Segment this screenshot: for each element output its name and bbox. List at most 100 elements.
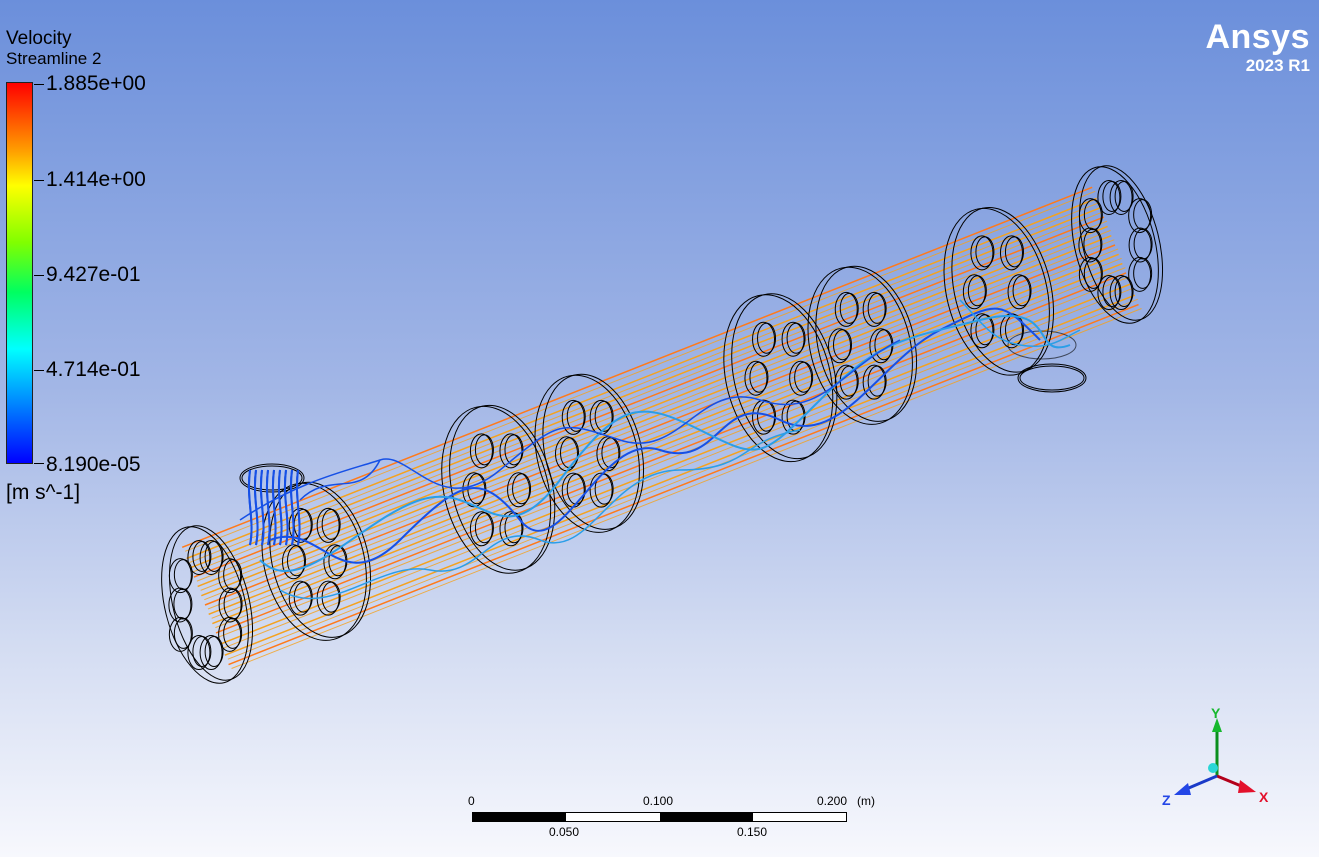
tube-hole — [192, 540, 212, 572]
tube-hole — [223, 588, 243, 620]
tube-hole — [173, 617, 193, 649]
slow-streamlines — [239, 299, 1081, 600]
tick-mark — [34, 275, 44, 276]
tube-hole — [834, 364, 858, 400]
tube-hole — [970, 313, 994, 349]
heat-exchanger-geometry — [161, 165, 1164, 684]
tube-hole — [168, 558, 192, 594]
tube-streamline — [231, 308, 1142, 669]
tube-streamline — [197, 225, 1108, 588]
baffle-plate — [441, 405, 552, 574]
tube-hole — [1083, 228, 1103, 260]
tube-hole — [293, 581, 313, 613]
tube-hole — [601, 437, 621, 469]
inlet-streamline — [265, 469, 271, 546]
legend-tick-label: 9.427e-01 — [46, 263, 141, 286]
tube-hole — [287, 545, 306, 577]
tube-streamline — [215, 267, 1126, 629]
scale-label: 0.050 — [549, 825, 580, 839]
legend-tick-label: 8.190e-05 — [46, 453, 141, 476]
shell-streamline — [269, 307, 1041, 564]
brand-version: 2023 R1 — [1245, 56, 1310, 75]
tube-hole — [173, 588, 193, 620]
tube-hole — [594, 400, 614, 432]
tube-hole — [293, 508, 313, 540]
tube-streamline — [201, 235, 1112, 597]
tick-mark — [34, 180, 44, 181]
tick-mark — [34, 463, 44, 464]
tube-streamline — [190, 207, 1101, 569]
tube-hole — [752, 321, 776, 357]
tube-hole — [282, 544, 305, 580]
shell-streamline — [959, 299, 1081, 348]
outlet-header — [1071, 166, 1159, 324]
tube-hole — [474, 434, 494, 466]
tube-streamline — [208, 253, 1119, 615]
outlet-header — [1078, 165, 1164, 321]
tube-hole — [1114, 276, 1134, 308]
tube-hole — [316, 507, 340, 543]
inlet-header — [168, 525, 254, 681]
scale-label: 0.150 — [737, 825, 768, 839]
tube-hole — [833, 329, 852, 361]
tube-streamline — [227, 298, 1139, 660]
tube-hole — [967, 275, 987, 307]
tube-hole — [561, 399, 585, 435]
tube-hole — [1004, 314, 1024, 346]
legend-tick-label: 1.414e+00 — [46, 168, 146, 191]
tube-hole — [1007, 274, 1031, 310]
tube-hole — [781, 321, 805, 357]
baffle-plate — [534, 374, 640, 533]
tube-hole — [187, 539, 211, 575]
baffle-plate — [723, 294, 834, 463]
scale-label: 0 — [468, 794, 475, 808]
scale-bar — [472, 812, 847, 822]
tube-streamline — [207, 248, 1119, 610]
tube-hole — [1128, 227, 1152, 263]
tube-hole — [867, 365, 887, 397]
tube-hole — [499, 433, 523, 469]
inlet-streamline — [283, 469, 289, 546]
tube-streamline — [193, 216, 1105, 578]
axis-triad[interactable] — [1160, 700, 1270, 810]
shell-streamline — [299, 459, 381, 501]
tube-hole — [757, 322, 777, 354]
legend-tick-label: 1.885e+00 — [46, 72, 146, 95]
tube-streamline — [186, 197, 1097, 560]
tube-hole — [867, 292, 887, 324]
tube-hole — [1114, 180, 1134, 212]
tube-hole — [1083, 199, 1103, 231]
tube-hole — [1004, 236, 1024, 268]
baffle-plate — [807, 266, 913, 425]
shell-inlet-nozzle — [241, 465, 303, 491]
tube-streamline — [204, 239, 1115, 601]
tube-streamline — [211, 257, 1122, 619]
scale-label: 0.100 — [643, 794, 674, 808]
tube-streamline — [220, 283, 1131, 645]
tube-hole — [566, 400, 586, 432]
inlet-streamline — [253, 469, 259, 546]
tube-streamline — [200, 229, 1111, 591]
z-arrow-head — [1174, 783, 1191, 795]
tube-hole — [1097, 179, 1121, 215]
tube-hole — [1128, 198, 1152, 234]
legend-title: Velocity — [6, 28, 72, 49]
shell-streamline — [279, 429, 801, 600]
tube-hole — [1102, 276, 1122, 308]
scale-label: 0.200 — [817, 794, 848, 808]
tube-hole — [794, 361, 814, 393]
shell-outlet-nozzle — [1019, 365, 1085, 391]
tube-hole — [786, 322, 806, 354]
inlet-streamline — [277, 469, 283, 546]
baffle-plate — [951, 206, 1055, 373]
brand-name: Ansys — [1205, 18, 1310, 56]
tube-streamline — [223, 287, 1134, 649]
y-axis-label: Y — [1211, 705, 1221, 721]
x-arrow-head — [1238, 780, 1256, 793]
tube-hole — [1078, 198, 1102, 234]
baffle-plate — [261, 482, 367, 641]
tube-hole — [499, 511, 523, 547]
ansys-logo: Ansys 2023 R1 — [1205, 18, 1310, 76]
baffle-plate — [815, 265, 918, 422]
